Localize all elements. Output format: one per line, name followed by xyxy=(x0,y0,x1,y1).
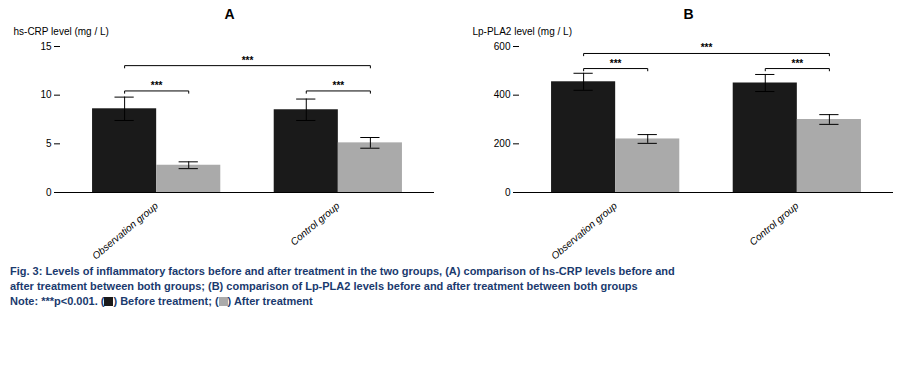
svg-text:400: 400 xyxy=(494,89,511,100)
svg-text:Lp-PLA2 level (mg / L): Lp-PLA2 level (mg / L) xyxy=(473,26,573,37)
html-text:Fig. 3: Levels of inflammatory: Fig. 3: Levels of inflammatory factors b… xyxy=(10,265,675,277)
html-text:B: B xyxy=(683,6,694,22)
svg-text:***: *** xyxy=(610,58,622,69)
svg-text:0: 0 xyxy=(46,187,52,198)
html-text:) After treatment: ) After treatment xyxy=(227,295,313,307)
svg-text:Control group: Control group xyxy=(747,200,801,248)
svg-text:Observation group: Observation group xyxy=(90,200,160,262)
svg-text:***: *** xyxy=(791,58,803,69)
html-text:Note: ***p<0.001. (: Note: ***p<0.001. ( xyxy=(10,295,105,307)
svg-text:0: 0 xyxy=(505,187,511,198)
svg-text:hs-CRP level (mg / L): hs-CRP level (mg / L) xyxy=(14,26,109,37)
svg-text:5: 5 xyxy=(46,138,52,149)
svg-text:***: *** xyxy=(151,80,163,91)
svg-text:600: 600 xyxy=(494,41,511,52)
html-text:) Before treatment; (: ) Before treatment; ( xyxy=(113,295,219,307)
svg-text:***: *** xyxy=(242,55,254,66)
svg-text:***: *** xyxy=(701,42,713,53)
svg-text:200: 200 xyxy=(494,138,511,149)
svg-text:Observation group: Observation group xyxy=(549,200,619,262)
html-text:A: A xyxy=(224,6,235,22)
html-text:after treatment between both g: after treatment between both groups; (B)… xyxy=(10,280,638,292)
svg-text:15: 15 xyxy=(40,41,52,52)
svg-text:***: *** xyxy=(332,80,344,91)
svg-text:Control group: Control group xyxy=(288,200,342,248)
svg-text:10: 10 xyxy=(40,89,52,100)
